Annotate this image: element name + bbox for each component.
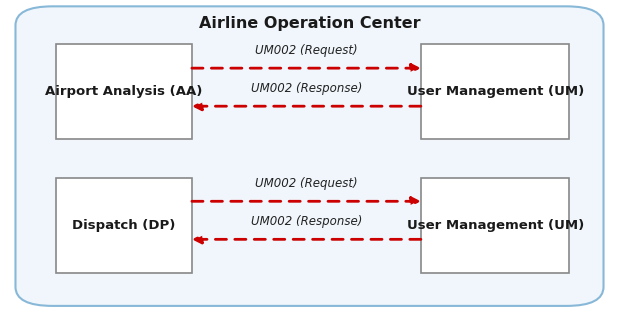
FancyBboxPatch shape [421, 44, 569, 139]
Text: Dispatch (DP): Dispatch (DP) [72, 218, 176, 232]
Text: UM002 (Request): UM002 (Request) [255, 177, 358, 190]
FancyBboxPatch shape [56, 44, 192, 139]
FancyBboxPatch shape [421, 178, 569, 273]
Text: UM002 (Request): UM002 (Request) [255, 44, 358, 57]
Text: UM002 (Response): UM002 (Response) [251, 82, 362, 95]
Text: User Management (UM): User Management (UM) [407, 85, 584, 99]
FancyBboxPatch shape [56, 178, 192, 273]
FancyBboxPatch shape [15, 6, 604, 306]
Text: Airport Analysis (AA): Airport Analysis (AA) [45, 85, 202, 99]
Text: UM002 (Response): UM002 (Response) [251, 215, 362, 228]
Text: Airline Operation Center: Airline Operation Center [199, 16, 420, 31]
Text: User Management (UM): User Management (UM) [407, 218, 584, 232]
